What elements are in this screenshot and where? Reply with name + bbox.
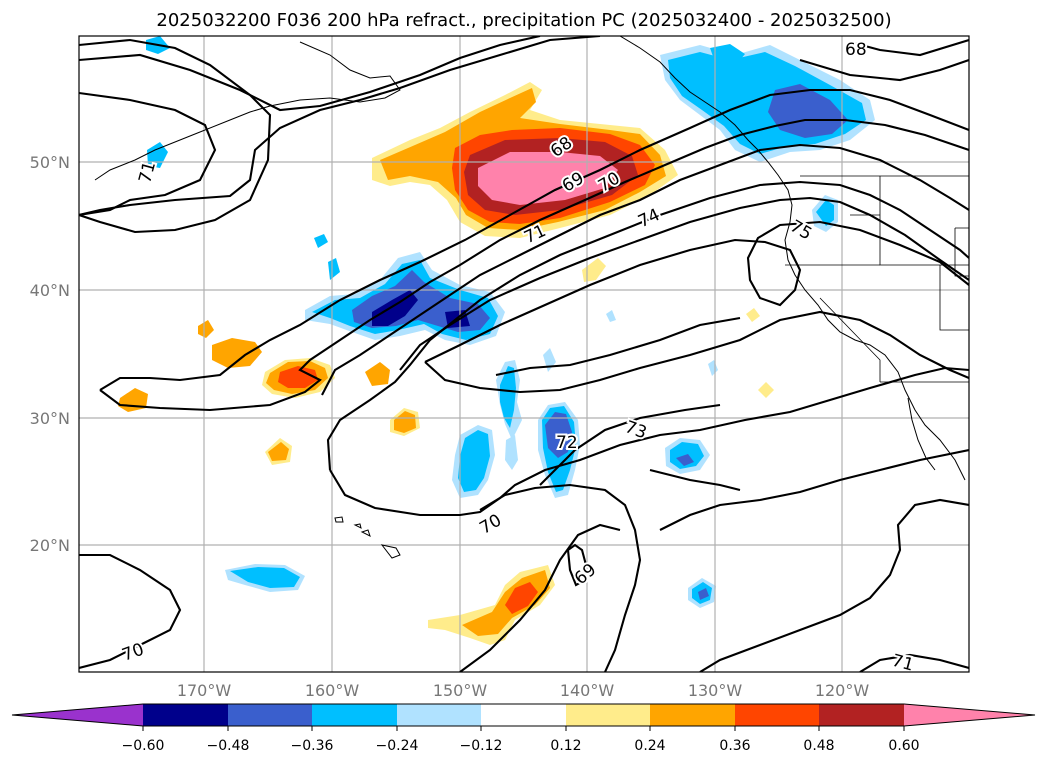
colorbar-segment xyxy=(566,704,650,726)
contour-label: 68 xyxy=(845,40,867,60)
map-area: 68 68 69 70 71 71 74 75 73 72 70 69 70 7… xyxy=(79,36,969,676)
colorbar-tick-label: 0.36 xyxy=(719,738,750,754)
colorbar-tick-label: 0.24 xyxy=(634,738,665,754)
colorbar-segment xyxy=(819,704,904,726)
colorbar-tick-label: −0.12 xyxy=(460,738,503,754)
colorbar-tick-label: −0.24 xyxy=(376,738,419,754)
political-borders xyxy=(785,175,969,383)
colorbar-tick-label: 0.12 xyxy=(550,738,581,754)
colorbar-segment xyxy=(735,704,819,726)
lon-label-130w: 130°W xyxy=(688,681,743,700)
precip-positive-fill xyxy=(118,82,774,645)
lat-label-20n: 20°N xyxy=(30,536,70,555)
lat-label-40n: 40°N xyxy=(30,281,70,300)
lon-label-160w: 160°W xyxy=(305,681,360,700)
colorbar-segment xyxy=(481,704,566,726)
colorbar-tick-label: 0.48 xyxy=(803,738,834,754)
colorbar-segment xyxy=(397,704,481,726)
lon-label-150w: 150°W xyxy=(433,681,488,700)
lon-label-120w: 120°W xyxy=(815,681,870,700)
colorbar-tick-label: −0.60 xyxy=(122,738,165,754)
lon-label-140w: 140°W xyxy=(560,681,615,700)
map-title: 2025032200 F036 200 hPa refract., precip… xyxy=(156,10,891,31)
colorbar-max-extend xyxy=(904,704,1035,726)
contour-label: 72 xyxy=(556,433,578,453)
colorbar-tick-label: −0.48 xyxy=(207,738,250,754)
colorbar-tick-label: 0.60 xyxy=(888,738,919,754)
lon-label-170w: 170°W xyxy=(177,681,232,700)
longitude-labels: 170°W 160°W 150°W 140°W 130°W 120°W xyxy=(177,681,870,700)
colorbar-segment xyxy=(143,704,228,726)
lat-label-50n: 50°N xyxy=(30,153,70,172)
graticule xyxy=(79,36,969,672)
colorbar-segment xyxy=(228,704,312,726)
colorbar-tick-label: −0.36 xyxy=(291,738,334,754)
contour-label: 71 xyxy=(890,651,916,676)
colorbar-min-extend xyxy=(12,704,143,726)
map-frame xyxy=(78,35,970,673)
coastlines xyxy=(94,36,966,559)
refractivity-contours xyxy=(79,36,969,672)
colorbar-segment xyxy=(650,704,735,726)
lat-label-30n: 30°N xyxy=(30,409,70,428)
latitude-labels: 50°N 40°N 30°N 20°N xyxy=(30,153,70,555)
colorbar: −0.60 −0.48 −0.36 −0.24 −0.12 0.12 0.24 … xyxy=(11,703,1036,754)
colorbar-segment xyxy=(312,704,397,726)
